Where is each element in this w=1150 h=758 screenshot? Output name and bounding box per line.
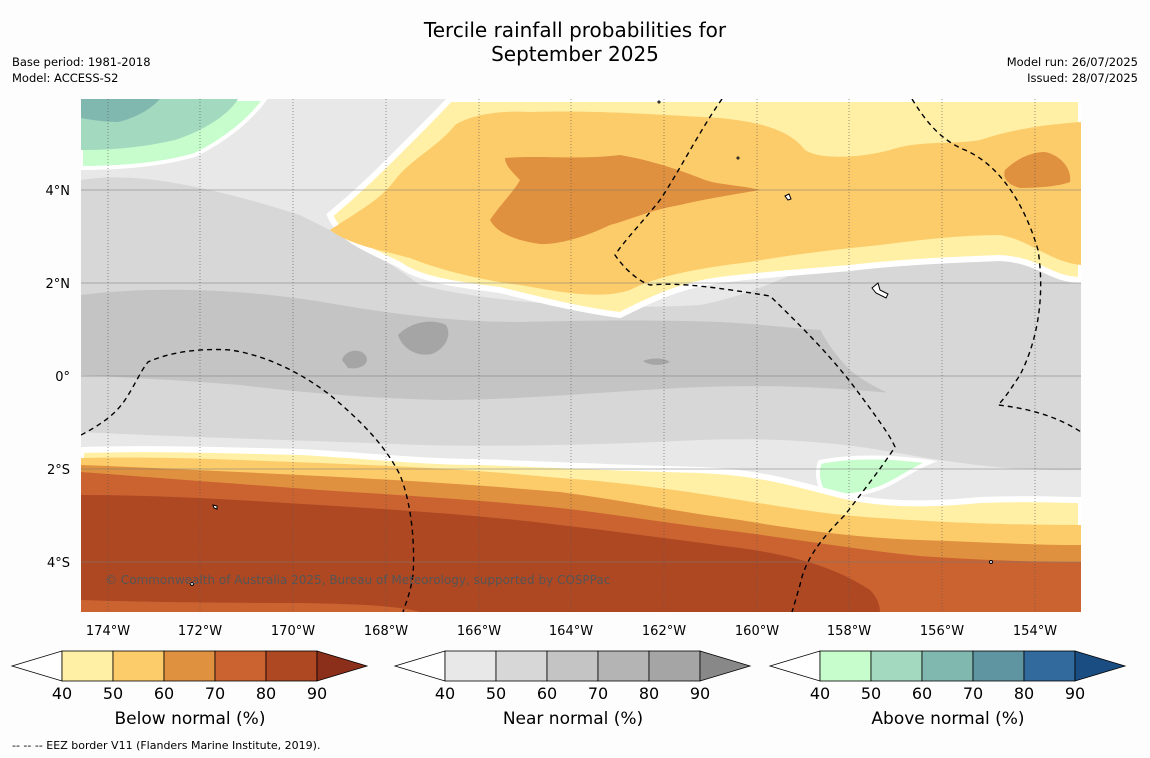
colorbar-below-tick: 40 [52, 684, 72, 703]
eez-footnote: -- -- -- EEZ border V11 (Flanders Marine… [12, 739, 321, 752]
meta-left: Base period: 1981-2018 Model: ACCESS-S2 [12, 54, 151, 86]
island-7 [190, 582, 194, 586]
colorbar-above-tick: 70 [963, 684, 983, 703]
lon-label-164W: 164°W [549, 624, 593, 639]
colorbar-near-low-extend [393, 650, 446, 682]
colorbar-below-tick: 60 [154, 684, 174, 703]
near-normal-70-patch-2 [342, 350, 367, 369]
colorbar-above-swatch [1023, 650, 1076, 682]
lon-label-172W: 172°W [178, 624, 222, 639]
below-normal-70-south-edge [81, 600, 420, 612]
colorbar-near-tick: 70 [588, 684, 608, 703]
colorbar-below-swatch [214, 650, 267, 682]
colorbar-near-swatch [648, 650, 701, 682]
lon-label-160W: 160°W [735, 624, 779, 639]
colorbar-near-high-extend [699, 650, 752, 682]
issued-date: Issued: 28/07/2025 [1027, 71, 1138, 85]
lat-label-0: 0° [55, 370, 70, 385]
colorbar-below: 40 50 60 70 80 90 [10, 650, 369, 703]
model-run: Model run: 26/07/2025 [1006, 55, 1138, 69]
colorbar-above-tick: 80 [1014, 684, 1034, 703]
lon-label-170W: 170°W [271, 624, 315, 639]
map-title: Tercile rainfall probabilities for Septe… [0, 18, 1150, 66]
colorbar-near-tick: 60 [537, 684, 557, 703]
colorbar-above-tick: 50 [861, 684, 881, 703]
lat-label-4S: 4°S [47, 556, 70, 571]
colorbar-below-tick: 90 [307, 684, 327, 703]
colorbar-below-high-extend [316, 650, 369, 682]
lon-label-162W: 162°W [642, 624, 686, 639]
model-name: Model: ACCESS-S2 [12, 71, 119, 85]
near-normal-60-band [81, 289, 1000, 400]
colorbar-below-swatch [163, 650, 216, 682]
colorbar-label-above: Above normal (%) [871, 709, 1025, 729]
lon-label-154W: 154°W [1013, 624, 1057, 639]
island-6 [989, 560, 993, 564]
colorbar-below-tick: 70 [205, 684, 225, 703]
colorbar-above-swatch [921, 650, 974, 682]
colorbar-above: 40 50 60 70 80 90 [768, 650, 1127, 703]
lon-label-158W: 158°W [827, 624, 871, 639]
lon-label-174W: 174°W [86, 624, 130, 639]
colorbar-near-tick: 80 [639, 684, 659, 703]
near-normal-70-patch-1 [398, 321, 449, 355]
colorbar-below-swatch [112, 650, 165, 682]
island-4 [657, 100, 661, 104]
eez-border-west [81, 348, 415, 612]
island-1 [871, 282, 889, 299]
colorbar-near-swatch [597, 650, 650, 682]
lat-label-2N: 2°N [46, 277, 71, 292]
eez-border-east [911, 99, 1081, 433]
lon-label-156W: 156°W [920, 624, 964, 639]
eez-border-central [614, 99, 896, 612]
colorbar-below-tick: 80 [256, 684, 276, 703]
title-line-2: September 2025 [491, 42, 659, 66]
colorbar-above-tick: 40 [810, 684, 830, 703]
colorbar-above-swatch [870, 650, 923, 682]
above-normal-60-region [81, 99, 160, 122]
colorbar-above-tick: 90 [1065, 684, 1085, 703]
island-2 [784, 193, 792, 201]
colorbar-above-low-extend [768, 650, 821, 682]
near-normal-70-patch-3 [643, 358, 670, 365]
islands [190, 100, 993, 586]
colorbar-above-swatch [972, 650, 1025, 682]
lon-label-166W: 166°W [457, 624, 501, 639]
colorbar-above-high-extend [1074, 650, 1127, 682]
axis-labels: 4°N 2°N 0° 2°S 4°S 174°W 172°W 170°W 168… [46, 184, 1058, 639]
below-normal-60-east [1004, 152, 1071, 188]
colorbar-below-low-extend [10, 650, 63, 682]
map-panel: © Commonwealth of Australia 2025, Bureau… [81, 99, 1081, 612]
lon-label-168W: 168°W [364, 624, 408, 639]
colorbar-near: 40 50 60 70 80 90 [393, 650, 752, 703]
gridlines [81, 99, 1081, 612]
colorbar-near-swatch [546, 650, 599, 682]
island-5 [736, 156, 740, 160]
colorbar-above-swatch [819, 650, 872, 682]
island-3 [212, 504, 218, 510]
below-normal-60-north [490, 155, 760, 245]
base-period: Base period: 1981-2018 [12, 55, 151, 69]
colorbar-near-tick: 50 [486, 684, 506, 703]
below-normal-80-south [81, 495, 880, 612]
colorbars: 40 50 60 70 80 90 40 50 60 70 80 90 40 50 60 70 80 90 [10, 650, 1127, 703]
colorbar-label-below: Below normal (%) [114, 709, 266, 729]
meta-right: Model run: 26/07/2025 Issued: 28/07/2025 [1007, 54, 1138, 86]
lat-label-4N: 4°N [46, 184, 71, 199]
colorbar-near-swatch [495, 650, 548, 682]
colorbar-below-swatch [61, 650, 114, 682]
colorbar-below-tick: 50 [103, 684, 123, 703]
colorbar-near-tick: 40 [435, 684, 455, 703]
colorbar-near-swatch [444, 650, 497, 682]
colorbar-above-tick: 60 [912, 684, 932, 703]
lat-label-2S: 2°S [47, 463, 70, 478]
eez-borders [81, 99, 1081, 612]
title-line-1: Tercile rainfall probabilities for [423, 18, 727, 42]
colorbar-below-swatch [265, 650, 318, 682]
colorbar-near-tick: 90 [690, 684, 710, 703]
colorbar-label-near: Near normal (%) [502, 709, 644, 729]
copyright-text: © Commonwealth of Australia 2025, Bureau… [105, 573, 610, 587]
